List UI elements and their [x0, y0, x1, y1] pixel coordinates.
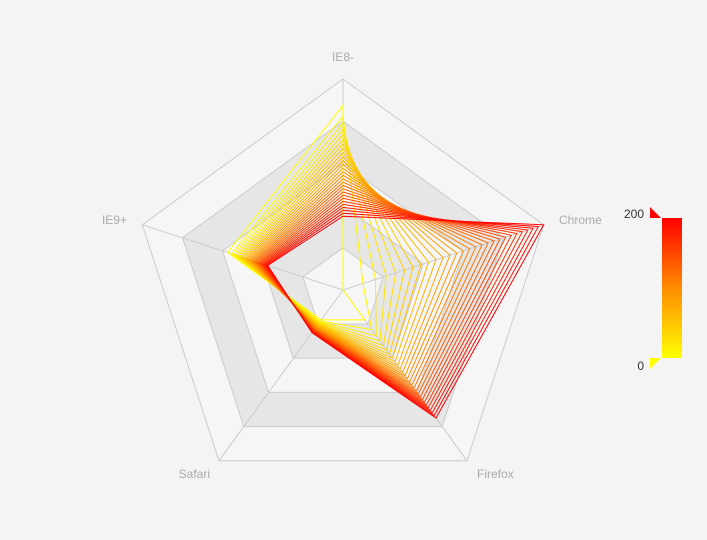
radar-series-line: [266, 212, 540, 417]
radar-series-line: [245, 155, 437, 367]
radar-series-line: [248, 163, 451, 373]
indicator-label-ie8: IE8-: [332, 50, 354, 64]
radar-series-line: [255, 184, 489, 392]
radar-series-group: [226, 103, 545, 419]
radar-series-line: [264, 209, 534, 414]
radar-series-line: [253, 178, 477, 386]
radar-axis-labels: IE8- Chrome Firefox Safari IE9+: [102, 50, 602, 481]
radar-series-line: [257, 188, 495, 395]
visual-map-min-handle[interactable]: [650, 358, 661, 369]
radar-series-line: [239, 138, 406, 351]
indicator-label-ie9plus: IE9+: [102, 213, 127, 227]
radar-series-line: [267, 215, 545, 419]
radar-series-line: [252, 174, 471, 383]
radar-series-line: [233, 122, 377, 337]
radar-series-line: [230, 115, 373, 331]
visual-map-max-label: 200: [624, 207, 644, 221]
radar-series-line: [262, 203, 524, 409]
radar-axis-line: [218, 289, 344, 461]
radar-series-line: [242, 147, 422, 359]
visual-map[interactable]: 200 0: [624, 207, 682, 373]
radar-series-line: [259, 194, 507, 401]
radar-series-line: [261, 200, 518, 406]
indicator-label-chrome: Chrome: [559, 213, 602, 227]
radar-series-line: [246, 159, 444, 370]
radar-series-line: [263, 206, 529, 412]
radar-series-line: [249, 167, 458, 377]
radar-series-line: [250, 171, 464, 380]
radar-series-line: [260, 197, 513, 403]
indicator-label-safari: Safari: [179, 467, 210, 481]
radar-series-line: [226, 103, 366, 321]
radar-series-line: [258, 191, 501, 398]
radar-series-line: [243, 151, 430, 363]
radar-series-line: [235, 128, 387, 342]
visual-map-max-handle[interactable]: [650, 207, 661, 218]
radar-series-line: [240, 143, 414, 355]
visual-map-min-label: 0: [637, 359, 644, 373]
indicator-label-firefox: Firefox: [477, 467, 514, 481]
visual-map-bar[interactable]: [662, 218, 682, 358]
radar-series-line: [254, 181, 483, 389]
radar-series-line: [237, 133, 397, 347]
